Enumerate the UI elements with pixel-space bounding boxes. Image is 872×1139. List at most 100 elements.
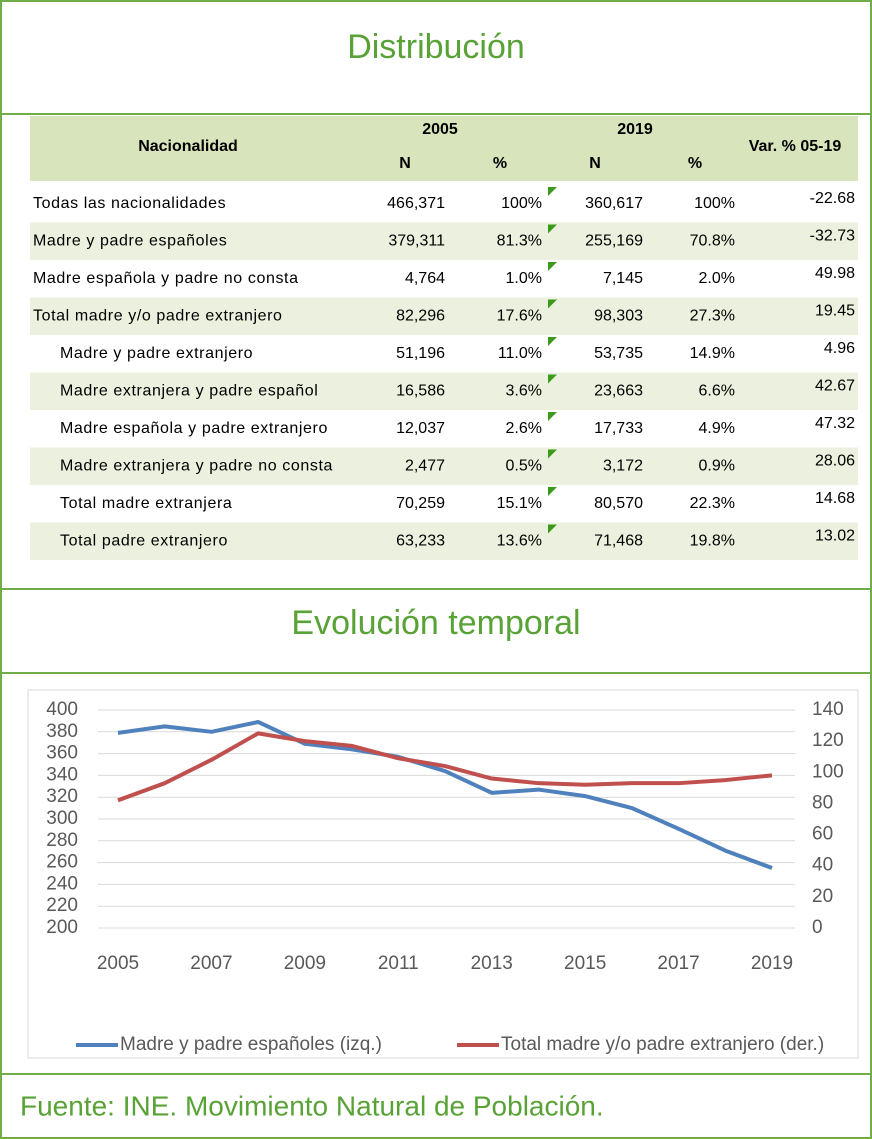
row-bg bbox=[30, 447, 858, 485]
y2-tick-label: 80 bbox=[812, 792, 833, 813]
chart-frame bbox=[27, 689, 859, 1059]
y2-tick-label: 0 bbox=[812, 917, 823, 938]
cell: 13.6% bbox=[497, 533, 542, 550]
y-tick-label: 340 bbox=[46, 764, 78, 785]
row-label: Madre extranjera y padre no consta bbox=[60, 458, 333, 475]
cell: 6.6% bbox=[699, 383, 735, 400]
cell: 70.8% bbox=[690, 233, 735, 250]
row-label: Madre y padre españoles bbox=[33, 233, 227, 250]
cell: -32.73 bbox=[810, 228, 855, 245]
cell: 80,570 bbox=[594, 495, 643, 512]
error-indicator bbox=[548, 337, 557, 346]
x-tick-label: 2011 bbox=[378, 953, 419, 974]
cell: 42.67 bbox=[815, 378, 855, 395]
subheader-cell: N bbox=[589, 155, 601, 172]
cell: 1.0% bbox=[506, 270, 542, 287]
y2-tick-label: 120 bbox=[812, 730, 844, 751]
x-tick-label: 2015 bbox=[564, 953, 606, 974]
x-tick-label: 2017 bbox=[657, 953, 699, 974]
y-tick-label: 200 bbox=[46, 917, 78, 938]
cell: -22.68 bbox=[810, 190, 855, 207]
x-tick-label: 2019 bbox=[751, 953, 793, 974]
row-bg bbox=[30, 222, 858, 260]
error-indicator bbox=[548, 524, 557, 534]
y-tick-label: 220 bbox=[46, 895, 78, 916]
y2-tick-label: 60 bbox=[812, 824, 833, 845]
error-indicator bbox=[548, 487, 557, 496]
cell: 360,617 bbox=[585, 195, 643, 212]
x-tick-label: 2013 bbox=[471, 953, 513, 974]
error-indicator bbox=[548, 449, 557, 459]
cell: 2,477 bbox=[405, 458, 445, 475]
cell: 53,735 bbox=[594, 345, 643, 362]
y-tick-label: 280 bbox=[46, 830, 78, 851]
row-label: Madre y padre extranjero bbox=[60, 345, 253, 362]
row-label: Madre española y padre extranjero bbox=[60, 420, 328, 437]
error-indicator bbox=[548, 262, 557, 271]
cell: 14.68 bbox=[815, 490, 855, 507]
y-tick-label: 320 bbox=[46, 786, 78, 807]
series-line bbox=[117, 731, 773, 803]
error-indicator bbox=[548, 412, 557, 421]
legend-label: Total madre y/o padre extranjero (der.) bbox=[501, 1034, 824, 1055]
header-cell: Var. % 05-19 bbox=[749, 138, 842, 155]
source: Fuente: INE. Movimiento Natural de Pobla… bbox=[20, 1090, 604, 1121]
cell: 3.6% bbox=[506, 383, 542, 400]
row-bg bbox=[30, 297, 858, 335]
cell: 16,586 bbox=[396, 383, 445, 400]
x-tick-label: 2007 bbox=[190, 953, 232, 974]
cell: 4.96 bbox=[824, 340, 855, 357]
error-indicator bbox=[548, 187, 557, 196]
row-label: Todas las nacionalidades bbox=[33, 195, 226, 212]
x-tick-label: 2009 bbox=[284, 953, 326, 974]
x-tick-label: 2005 bbox=[97, 953, 139, 974]
cell: 13.02 bbox=[815, 528, 855, 545]
cell: 7,145 bbox=[603, 270, 643, 287]
row-label: Total padre extranjero bbox=[60, 533, 228, 550]
legend-label: Madre y padre españoles (izq.) bbox=[120, 1034, 382, 1055]
cell: 14.9% bbox=[690, 345, 735, 362]
header-cell: 2019 bbox=[617, 121, 653, 138]
series-line bbox=[117, 719, 773, 870]
cell: 81.3% bbox=[497, 233, 542, 250]
chart-title: Evolución temporal bbox=[291, 604, 580, 642]
error-indicator bbox=[548, 299, 557, 309]
cell: 379,311 bbox=[388, 233, 445, 250]
title: Distribución bbox=[347, 28, 525, 66]
cell: 63,233 bbox=[396, 533, 445, 550]
y-tick-label: 360 bbox=[46, 743, 78, 764]
y-tick-label: 400 bbox=[46, 699, 78, 720]
y2-tick-label: 100 bbox=[812, 761, 844, 782]
error-indicator bbox=[548, 374, 557, 384]
cell: 0.5% bbox=[506, 458, 542, 475]
cell: 27.3% bbox=[690, 308, 735, 325]
cell: 17.6% bbox=[497, 308, 542, 325]
y-tick-label: 260 bbox=[46, 852, 78, 873]
subheader-cell: % bbox=[493, 155, 507, 172]
error-indicator bbox=[548, 224, 557, 234]
cell: 23,663 bbox=[594, 383, 643, 400]
row-bg bbox=[30, 372, 858, 410]
y2-tick-label: 140 bbox=[812, 699, 844, 720]
cell: 47.32 bbox=[815, 415, 855, 432]
cell: 19.45 bbox=[815, 303, 855, 320]
y-tick-label: 300 bbox=[46, 808, 78, 829]
row-label: Total madre y/o padre extranjero bbox=[33, 308, 283, 325]
row-label: Total madre extranjera bbox=[60, 495, 232, 512]
cell: 100% bbox=[501, 195, 542, 212]
y2-tick-label: 20 bbox=[812, 886, 833, 907]
cell: 4,764 bbox=[405, 270, 445, 287]
cell: 82,296 bbox=[396, 308, 445, 325]
y-tick-label: 380 bbox=[46, 721, 78, 742]
cell: 17,733 bbox=[594, 420, 643, 437]
cell: 2.0% bbox=[699, 270, 735, 287]
y2-tick-label: 40 bbox=[812, 855, 833, 876]
cell: 70,259 bbox=[396, 495, 445, 512]
cell: 98,303 bbox=[594, 308, 643, 325]
cell: 11.0% bbox=[498, 345, 542, 362]
subheader-cell: N bbox=[399, 155, 411, 172]
cell: 15.1% bbox=[497, 495, 542, 512]
subheader-cell: % bbox=[688, 155, 702, 172]
y-tick-label: 240 bbox=[46, 873, 78, 894]
row-label: Madre española y padre no consta bbox=[33, 270, 299, 287]
